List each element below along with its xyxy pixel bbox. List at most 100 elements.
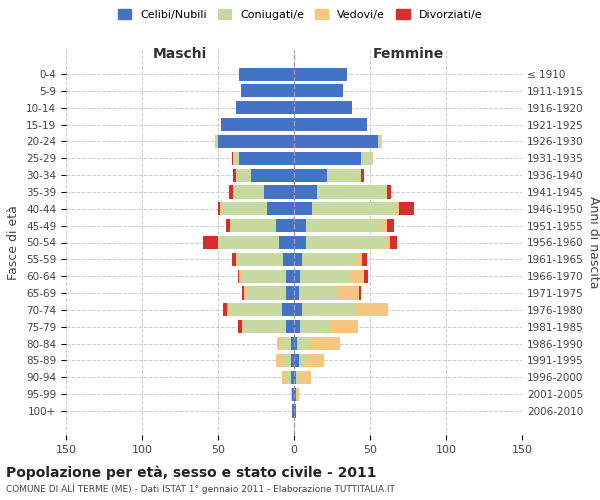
Text: COMUNE DI ALÌ TERME (ME) - Dati ISTAT 1° gennaio 2011 - Elaborazione TUTTITALIA.: COMUNE DI ALÌ TERME (ME) - Dati ISTAT 1°… — [6, 484, 395, 494]
Bar — [236, 101, 294, 114]
Bar — [387, 219, 394, 232]
Bar — [286, 370, 291, 384]
Bar — [233, 152, 239, 165]
Bar — [331, 320, 358, 334]
Bar — [306, 354, 325, 367]
Bar — [299, 354, 306, 367]
Y-axis label: Fasce di età: Fasce di età — [7, 205, 20, 280]
Bar — [294, 404, 296, 417]
Bar — [232, 152, 233, 165]
Bar — [306, 236, 385, 249]
Bar — [247, 286, 286, 300]
Bar — [291, 370, 294, 384]
Bar — [294, 84, 343, 98]
Bar — [317, 186, 385, 198]
Bar — [294, 388, 296, 400]
Bar — [291, 388, 292, 400]
Bar — [239, 152, 294, 165]
Legend: Celibi/Nubili, Coniugati/e, Vedovi/e, Divorziati/e: Celibi/Nubili, Coniugati/e, Vedovi/e, Di… — [115, 6, 485, 23]
Bar — [385, 236, 390, 249]
Bar — [328, 168, 361, 181]
Bar — [294, 68, 347, 80]
Bar — [244, 286, 247, 300]
Bar — [236, 253, 238, 266]
Bar — [218, 236, 279, 249]
Bar — [283, 253, 294, 266]
Bar — [355, 304, 388, 316]
Bar — [309, 337, 340, 350]
Bar — [294, 270, 300, 283]
Bar — [299, 370, 311, 384]
Bar — [294, 370, 296, 384]
Bar — [362, 253, 367, 266]
Bar — [282, 337, 291, 350]
Bar — [387, 186, 391, 198]
Bar — [294, 236, 306, 249]
Bar — [355, 253, 362, 266]
Bar — [223, 304, 227, 316]
Bar — [294, 304, 302, 316]
Bar — [296, 370, 299, 384]
Bar — [220, 202, 221, 215]
Bar — [291, 354, 294, 367]
Bar — [251, 168, 294, 181]
Bar — [349, 270, 364, 283]
Bar — [312, 202, 396, 215]
Bar — [226, 219, 230, 232]
Bar — [294, 286, 299, 300]
Bar — [396, 202, 399, 215]
Bar — [361, 168, 364, 181]
Bar — [279, 236, 294, 249]
Bar — [286, 286, 294, 300]
Bar — [239, 68, 294, 80]
Bar — [230, 219, 276, 232]
Bar — [292, 404, 294, 417]
Bar — [300, 320, 331, 334]
Bar — [236, 168, 251, 181]
Bar — [300, 270, 349, 283]
Bar — [277, 337, 282, 350]
Bar — [294, 168, 328, 181]
Bar — [221, 118, 294, 131]
Bar — [286, 270, 294, 283]
Bar — [337, 286, 359, 300]
Text: Femmine: Femmine — [373, 46, 443, 60]
Bar — [263, 186, 294, 198]
Bar — [294, 152, 361, 165]
Bar — [399, 202, 414, 215]
Text: Maschi: Maschi — [153, 46, 207, 60]
Bar — [296, 388, 299, 400]
Bar — [299, 286, 337, 300]
Bar — [238, 270, 239, 283]
Bar — [359, 286, 361, 300]
Bar — [233, 168, 236, 181]
Bar — [241, 84, 294, 98]
Bar — [218, 135, 294, 148]
Bar — [283, 354, 291, 367]
Bar — [242, 320, 244, 334]
Bar — [241, 270, 286, 283]
Bar — [233, 186, 263, 198]
Bar — [302, 304, 355, 316]
Bar — [297, 337, 309, 350]
Bar — [294, 337, 297, 350]
Bar — [291, 337, 294, 350]
Bar — [294, 202, 312, 215]
Bar — [203, 236, 218, 249]
Bar — [221, 202, 266, 215]
Bar — [227, 304, 230, 316]
Bar — [230, 304, 282, 316]
Bar — [294, 101, 352, 114]
Bar — [282, 304, 294, 316]
Bar — [276, 219, 294, 232]
Bar — [294, 354, 299, 367]
Bar — [292, 388, 294, 400]
Bar — [294, 320, 300, 334]
Bar — [294, 135, 377, 148]
Bar — [294, 253, 302, 266]
Text: Popolazione per età, sesso e stato civile - 2011: Popolazione per età, sesso e stato civil… — [6, 466, 377, 480]
Bar — [242, 286, 244, 300]
Bar — [266, 202, 294, 215]
Y-axis label: Anni di nascita: Anni di nascita — [587, 196, 600, 289]
Bar — [390, 236, 397, 249]
